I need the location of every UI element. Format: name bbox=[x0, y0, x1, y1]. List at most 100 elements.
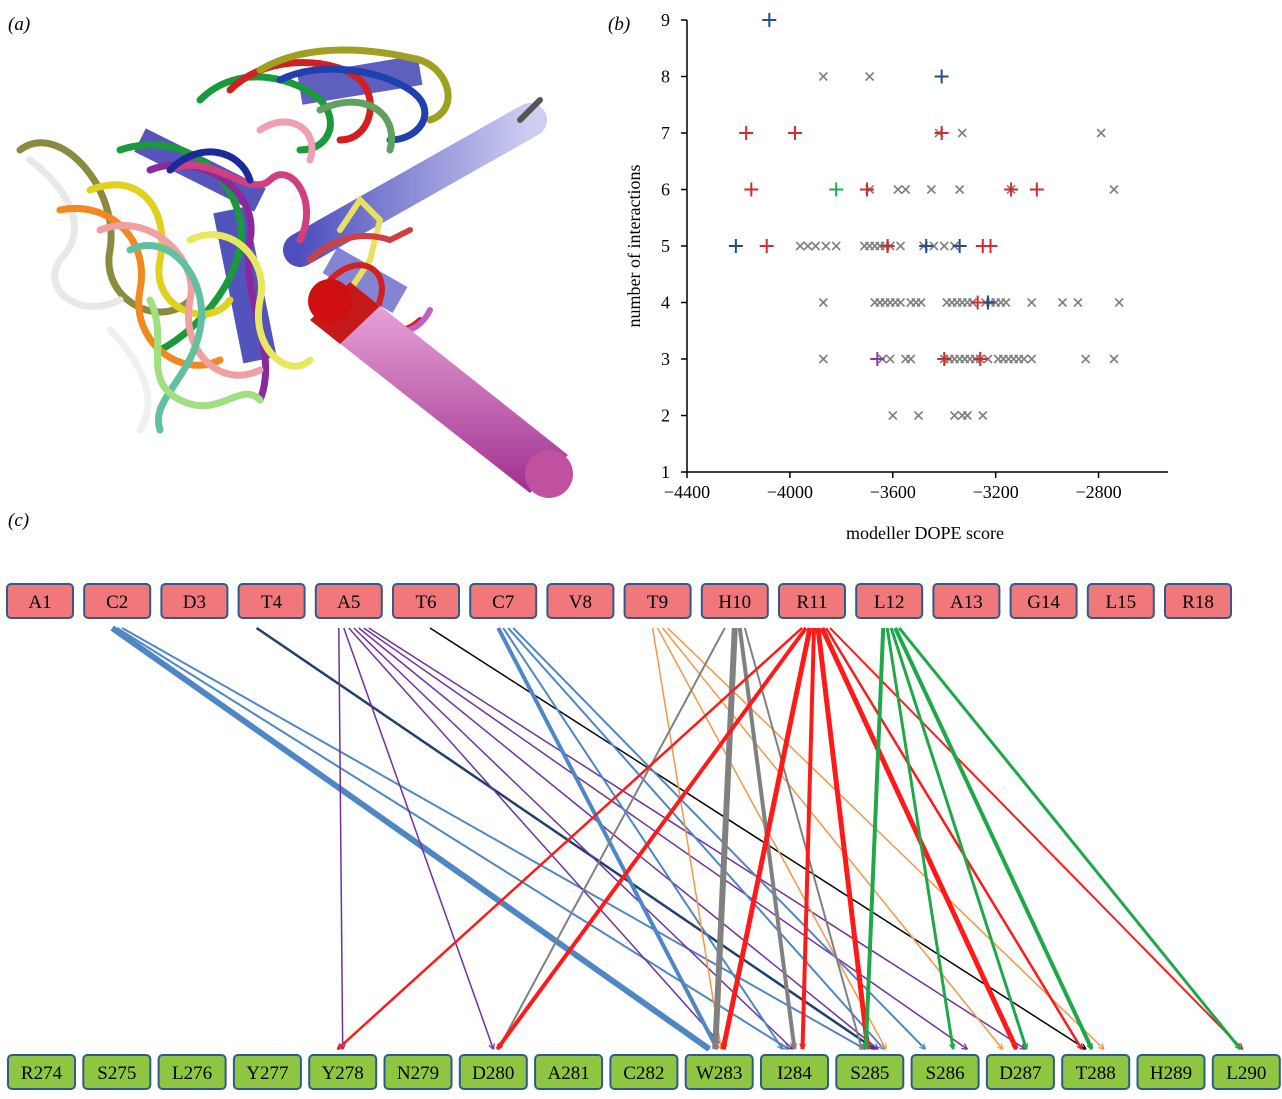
data-point-grey-x bbox=[1081, 354, 1091, 364]
data-point-red-plus bbox=[880, 239, 895, 253]
peptide-residue-r18: R18 bbox=[1164, 583, 1232, 619]
y-tick-label: 2 bbox=[661, 406, 670, 426]
data-point-grey-x bbox=[811, 241, 821, 251]
interaction-arrow-c2-w283 bbox=[110, 625, 711, 1052]
receptor-residue-s285: S285 bbox=[835, 1054, 905, 1090]
interaction-arrow-l12-t288 bbox=[893, 627, 1094, 1049]
data-point-grey-x bbox=[916, 297, 926, 308]
data-point-grey-x bbox=[955, 184, 965, 195]
data-point-grey-x bbox=[818, 71, 828, 82]
interaction-arrow-l12-s286 bbox=[885, 627, 953, 1049]
peptide-residue-t6: T6 bbox=[392, 583, 460, 619]
molecular-structure-image bbox=[16, 46, 573, 498]
data-point-grey-x bbox=[888, 410, 898, 421]
data-point-grey-x bbox=[957, 128, 967, 138]
data-point-red-plus bbox=[860, 182, 875, 197]
data-point-blue-plus bbox=[728, 239, 743, 253]
svg-text:Y278: Y278 bbox=[322, 1063, 364, 1084]
interaction-network: A1 C2 D3 T4 A5 T6 C7 V8 T9 H10 R11 L12 A13 G14 L15 R18 … bbox=[6, 583, 1281, 1090]
data-point-grey-x bbox=[1109, 354, 1119, 364]
x-axis-label: modeller DOPE score bbox=[846, 523, 1004, 543]
interaction-arrow-r11-y278 bbox=[338, 627, 803, 1049]
y-tick-label: 7 bbox=[661, 123, 670, 143]
data-point-red-plus bbox=[937, 352, 952, 366]
x-tick-labels: −4400 −4000 −3600 −3200 −2800 bbox=[664, 472, 1122, 502]
data-point-red-plus bbox=[973, 352, 988, 366]
pink-cylinder bbox=[308, 279, 573, 498]
y-tick-label: 3 bbox=[661, 349, 670, 369]
data-point-grey-x bbox=[1001, 297, 1011, 308]
x-tick-label: −3200 bbox=[973, 482, 1019, 502]
svg-text:L276: L276 bbox=[172, 1063, 212, 1084]
svg-text:W283: W283 bbox=[696, 1063, 742, 1084]
interaction-arrow-r11-s285 bbox=[815, 627, 868, 1049]
y-tick-labels: 1 2 3 4 5 6 7 8 9 bbox=[661, 10, 687, 482]
data-point-grey-x bbox=[906, 354, 916, 364]
data-point-grey-x bbox=[962, 410, 972, 421]
data-point-grey-x bbox=[926, 184, 936, 195]
receptor-residue-n279: N279 bbox=[383, 1054, 453, 1090]
interaction-arrow-a5-w283 bbox=[348, 627, 725, 1049]
data-point-blue-plus bbox=[762, 13, 777, 27]
peptide-residue-d3: D3 bbox=[160, 583, 229, 619]
interaction-arrow-c7-w283 bbox=[496, 627, 719, 1049]
interaction-arrow-l12-l290 bbox=[898, 627, 1240, 1049]
y-tick-label: 1 bbox=[661, 462, 670, 482]
peptide-residue-c7: C7 bbox=[469, 583, 538, 619]
peptide-residue-l15: L15 bbox=[1086, 583, 1155, 619]
interaction-arrow-r11-d280 bbox=[495, 626, 808, 1049]
interaction-arrow-c7-s285 bbox=[507, 627, 884, 1049]
receptor-residue-w283: W283 bbox=[684, 1054, 754, 1090]
interaction-arrow-h10-d280 bbox=[498, 627, 726, 1049]
receptor-residue-d287: D287 bbox=[985, 1054, 1055, 1090]
data-point-grey-x bbox=[818, 297, 828, 308]
y-axis-label: number of interactions bbox=[624, 165, 644, 328]
peptide-residue-row: A1 C2 D3 T4 A5 T6 C7 V8 T9 H10 R11 L12 A13 G14 L15 R18 bbox=[6, 583, 1232, 619]
peptide-residue-a13: A13 bbox=[932, 583, 1001, 619]
interaction-arrow-c2-s285 bbox=[121, 627, 865, 1049]
data-point-blue-plus bbox=[952, 239, 967, 253]
data-point-grey-x bbox=[1027, 354, 1037, 364]
panel-b-label: (b) bbox=[608, 14, 631, 35]
receptor-residue-a281: A281 bbox=[534, 1054, 604, 1090]
svg-text:T288: T288 bbox=[1076, 1063, 1116, 1084]
receptor-residue-r274: R274 bbox=[7, 1054, 76, 1090]
receptor-residue-t288: T288 bbox=[1061, 1054, 1131, 1090]
data-point-grey-x bbox=[939, 241, 949, 251]
data-point-red-plus bbox=[759, 239, 774, 253]
receptor-residue-l276: L276 bbox=[157, 1054, 227, 1090]
interaction-arrow-h10-s285 bbox=[743, 627, 862, 1049]
interaction-arrow-a5-s285 bbox=[358, 627, 878, 1049]
interaction-arrow-a5-s286 bbox=[363, 627, 967, 1049]
svg-text:A1: A1 bbox=[28, 592, 51, 613]
x-tick-label: −3600 bbox=[870, 482, 916, 502]
svg-text:R274: R274 bbox=[21, 1063, 63, 1084]
svg-text:D287: D287 bbox=[999, 1063, 1041, 1084]
y-tick-label: 5 bbox=[661, 236, 670, 256]
svg-text:R11: R11 bbox=[797, 592, 828, 613]
data-point-grey-x bbox=[831, 241, 841, 251]
interaction-arrow-t9-t288 bbox=[667, 627, 1104, 1049]
data-point-grey-x bbox=[1096, 128, 1106, 138]
svg-text:G14: G14 bbox=[1027, 592, 1060, 613]
data-point-grey-x bbox=[901, 184, 911, 195]
svg-text:C7: C7 bbox=[492, 592, 514, 613]
data-point-grey-x bbox=[818, 354, 828, 364]
svg-text:A281: A281 bbox=[547, 1063, 589, 1084]
data-point-red-plus bbox=[983, 239, 998, 253]
data-point-red-plus bbox=[739, 126, 754, 140]
peptide-residue-a5: A5 bbox=[314, 583, 383, 619]
receptor-residue-y278: Y278 bbox=[308, 1054, 378, 1090]
interaction-arrow-c7-s286 bbox=[512, 627, 925, 1049]
data-point-grey-x bbox=[821, 241, 831, 251]
data-point-grey-x bbox=[1027, 297, 1037, 308]
data-point-red-plus bbox=[788, 126, 803, 140]
interaction-arrow-t9-d287 bbox=[662, 627, 1003, 1049]
interaction-arrow-t9-w283 bbox=[651, 627, 722, 1049]
data-point-blue-plus bbox=[934, 69, 949, 84]
data-point-grey-x bbox=[893, 184, 903, 195]
svg-text:I284: I284 bbox=[777, 1063, 812, 1084]
receptor-residue-y277: Y277 bbox=[232, 1054, 302, 1090]
data-point-grey-x bbox=[949, 410, 960, 421]
interaction-arrows bbox=[110, 625, 1242, 1052]
